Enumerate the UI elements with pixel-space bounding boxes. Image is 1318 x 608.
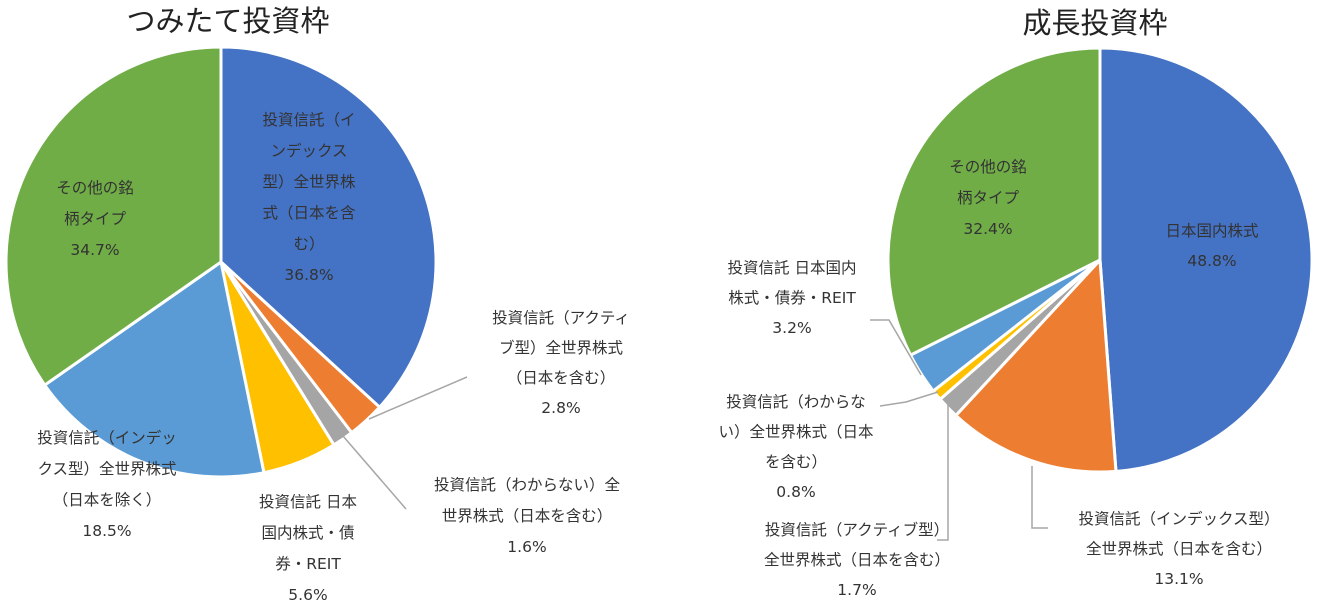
- leader-line: [342, 435, 407, 510]
- leader-line: [937, 405, 949, 541]
- leader-line: [870, 319, 922, 376]
- slice-label: 日本国内株式 48.8%: [1165, 222, 1258, 270]
- slice-label: その他の銘柄タイプ 34.7%: [56, 179, 134, 259]
- leader-line: [879, 391, 939, 407]
- pie-slice: [953, 256, 1118, 474]
- slice-label: 投資信託（わからない）全世界株式（日本を含む） 1.6%: [434, 476, 621, 556]
- pie-slice: [42, 259, 266, 479]
- slice-label: 投資信託（アクティブ型）全世界株式（日本を含む） 1.7%: [764, 520, 950, 599]
- pie-slice: [886, 46, 1102, 358]
- chart-title: つみたて投資枠: [126, 4, 329, 38]
- slice-label: 投資信託（わからない）全世界株式（日本を含む） 0.8%: [718, 393, 873, 501]
- slice-label: 投資信託（インデックス型）全世界株式（日本を含む） 36.8%: [262, 111, 356, 284]
- slice-label: その他の銘柄タイプ 32.4%: [949, 158, 1027, 238]
- pie-slice: [219, 45, 438, 410]
- slice-label: 投資信託（アクティブ型）全世界株式（日本を含む） 2.8%: [492, 309, 630, 417]
- slice-label: 投資信託（インデックス型）全世界株式（日本を除く） 18.5%: [37, 428, 177, 540]
- leader-line: [1031, 466, 1048, 529]
- slice-label: 投資信託 日本国内株式・債券・REIT 5.6%: [259, 493, 357, 604]
- slice-label: 投資信託 日本国内株式・債券・REIT 3.2%: [728, 259, 857, 337]
- leader-line: [368, 376, 468, 420]
- chart-title: 成長投資枠: [1022, 6, 1167, 40]
- slice-label: 投資信託（インデックス型）全世界株式（日本を含む） 13.1%: [1078, 509, 1279, 588]
- pie-slice: [4, 45, 223, 388]
- pie-slice: [1098, 46, 1314, 474]
